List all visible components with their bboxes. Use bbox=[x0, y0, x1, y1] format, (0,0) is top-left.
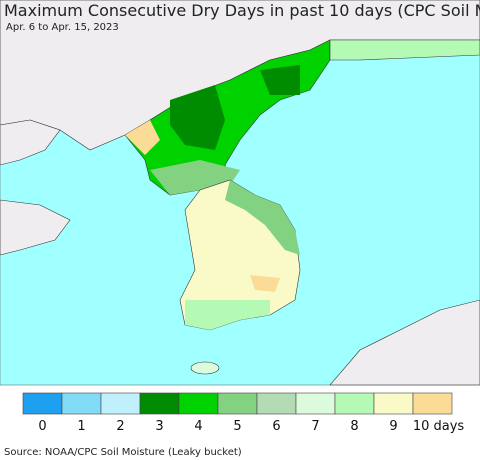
dry-zone bbox=[225, 180, 300, 255]
legend-swatch bbox=[256, 392, 297, 415]
dry-zone bbox=[125, 120, 160, 155]
map-frame bbox=[0, 0, 480, 386]
coast bbox=[0, 119, 61, 166]
legend-label: 2 bbox=[116, 419, 124, 434]
legend-label: 9 bbox=[389, 419, 397, 434]
legend-label: 7 bbox=[311, 419, 319, 434]
legend-swatch bbox=[373, 392, 414, 415]
legend-swatch bbox=[412, 392, 453, 415]
legend-swatch bbox=[295, 392, 336, 415]
legend-swatch bbox=[178, 392, 219, 415]
legend-swatch bbox=[61, 392, 102, 415]
dry-zone bbox=[170, 85, 225, 150]
legend-label: 8 bbox=[350, 419, 358, 434]
dry-zone bbox=[260, 65, 300, 95]
legend-swatch bbox=[22, 392, 63, 415]
legend-label: 1 bbox=[77, 419, 85, 434]
dry-zone bbox=[250, 275, 280, 292]
jeju bbox=[190, 361, 220, 375]
legend-label: 3 bbox=[155, 419, 163, 434]
dry-zone bbox=[185, 300, 270, 330]
legend-label: 10 days bbox=[413, 419, 465, 434]
source: Source: NOAA/CPC Soil Moisture (Leaky bu… bbox=[4, 447, 242, 458]
legend-swatch bbox=[100, 392, 141, 415]
subtitle: Apr. 6 to Apr. 15, 2023 bbox=[6, 22, 119, 33]
coast-strip bbox=[329, 39, 480, 61]
legend-swatch bbox=[334, 392, 375, 415]
legend-label: 4 bbox=[194, 419, 202, 434]
legend-swatch bbox=[217, 392, 258, 415]
legend-label: 6 bbox=[272, 419, 280, 434]
japan bbox=[329, 299, 480, 386]
shandong bbox=[0, 199, 71, 256]
legend-label: 0 bbox=[38, 419, 46, 434]
title: Maximum Consecutive Dry Days in past 10 … bbox=[4, 1, 480, 20]
legend-label: 5 bbox=[233, 419, 241, 434]
legend: 0 1 2 3 4 5 6 7 8 9 10 days bbox=[22, 392, 465, 434]
legend-swatch bbox=[139, 392, 180, 415]
